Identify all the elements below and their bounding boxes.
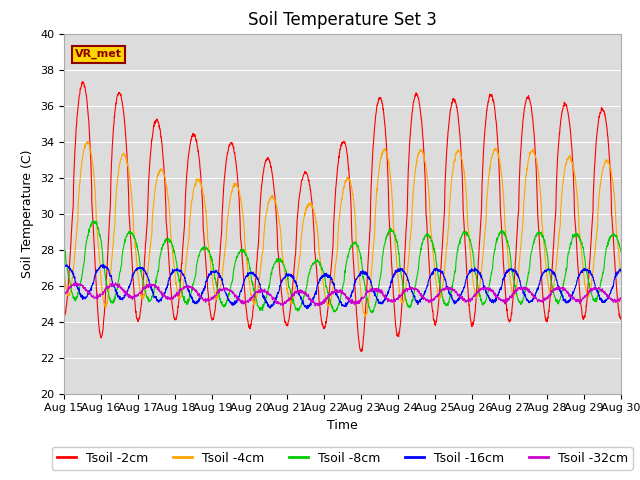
Tsoil -4cm xyxy=(216,289,223,295)
Line: Tsoil -2cm: Tsoil -2cm xyxy=(64,82,621,351)
Tsoil -32cm xyxy=(617,295,625,301)
Tsoil -4cm xyxy=(584,292,591,298)
Tsoil -8cm xyxy=(505,243,513,249)
Line: Tsoil -8cm: Tsoil -8cm xyxy=(64,221,621,313)
Tsoil -2cm xyxy=(216,258,223,264)
Y-axis label: Soil Temperature (C): Soil Temperature (C) xyxy=(22,149,35,278)
Tsoil -2cm xyxy=(584,290,591,296)
Line: Tsoil -16cm: Tsoil -16cm xyxy=(64,264,621,309)
Tsoil -32cm xyxy=(568,295,576,300)
Tsoil -8cm xyxy=(369,310,376,316)
Line: Tsoil -32cm: Tsoil -32cm xyxy=(64,283,621,306)
Tsoil -8cm xyxy=(371,303,379,309)
Tsoil -32cm xyxy=(359,295,367,300)
X-axis label: Time: Time xyxy=(327,419,358,432)
Tsoil -2cm xyxy=(357,348,365,354)
Tsoil -32cm xyxy=(371,287,379,293)
Tsoil -4cm xyxy=(505,261,513,266)
Tsoil -2cm xyxy=(371,120,379,126)
Legend: Tsoil -2cm, Tsoil -4cm, Tsoil -8cm, Tsoil -16cm, Tsoil -32cm: Tsoil -2cm, Tsoil -4cm, Tsoil -8cm, Tsoi… xyxy=(52,447,633,469)
Tsoil -16cm xyxy=(505,266,513,272)
Tsoil -4cm xyxy=(361,313,369,319)
Tsoil -2cm xyxy=(359,341,367,347)
Tsoil -4cm xyxy=(617,270,625,276)
Title: Soil Temperature Set 3: Soil Temperature Set 3 xyxy=(248,11,437,29)
Tsoil -8cm xyxy=(60,242,68,248)
Tsoil -16cm xyxy=(216,272,223,278)
Tsoil -2cm xyxy=(79,79,86,84)
Tsoil -4cm xyxy=(60,268,68,274)
Tsoil -16cm xyxy=(617,268,625,274)
Text: VR_met: VR_met xyxy=(75,49,122,59)
Tsoil -2cm xyxy=(568,148,576,154)
Tsoil -16cm xyxy=(60,263,68,268)
Tsoil -8cm xyxy=(216,296,223,302)
Tsoil -4cm xyxy=(359,304,367,310)
Tsoil -32cm xyxy=(584,291,591,297)
Tsoil -16cm xyxy=(584,268,591,274)
Tsoil -16cm xyxy=(303,306,310,312)
Tsoil -4cm xyxy=(84,139,92,144)
Tsoil -16cm xyxy=(61,261,68,267)
Tsoil -32cm xyxy=(60,292,68,298)
Tsoil -32cm xyxy=(505,297,513,302)
Tsoil -4cm xyxy=(568,161,576,167)
Tsoil -8cm xyxy=(359,268,367,274)
Tsoil -4cm xyxy=(371,217,379,223)
Tsoil -16cm xyxy=(568,292,576,298)
Tsoil -8cm xyxy=(89,218,97,224)
Tsoil -32cm xyxy=(71,280,79,286)
Tsoil -8cm xyxy=(617,249,625,254)
Tsoil -2cm xyxy=(60,311,68,317)
Tsoil -16cm xyxy=(359,268,367,274)
Tsoil -32cm xyxy=(216,288,223,293)
Tsoil -2cm xyxy=(617,316,625,322)
Tsoil -8cm xyxy=(584,273,591,279)
Tsoil -2cm xyxy=(505,317,513,323)
Tsoil -8cm xyxy=(568,237,576,242)
Tsoil -32cm xyxy=(311,303,319,309)
Line: Tsoil -4cm: Tsoil -4cm xyxy=(64,142,621,316)
Tsoil -16cm xyxy=(371,290,379,296)
